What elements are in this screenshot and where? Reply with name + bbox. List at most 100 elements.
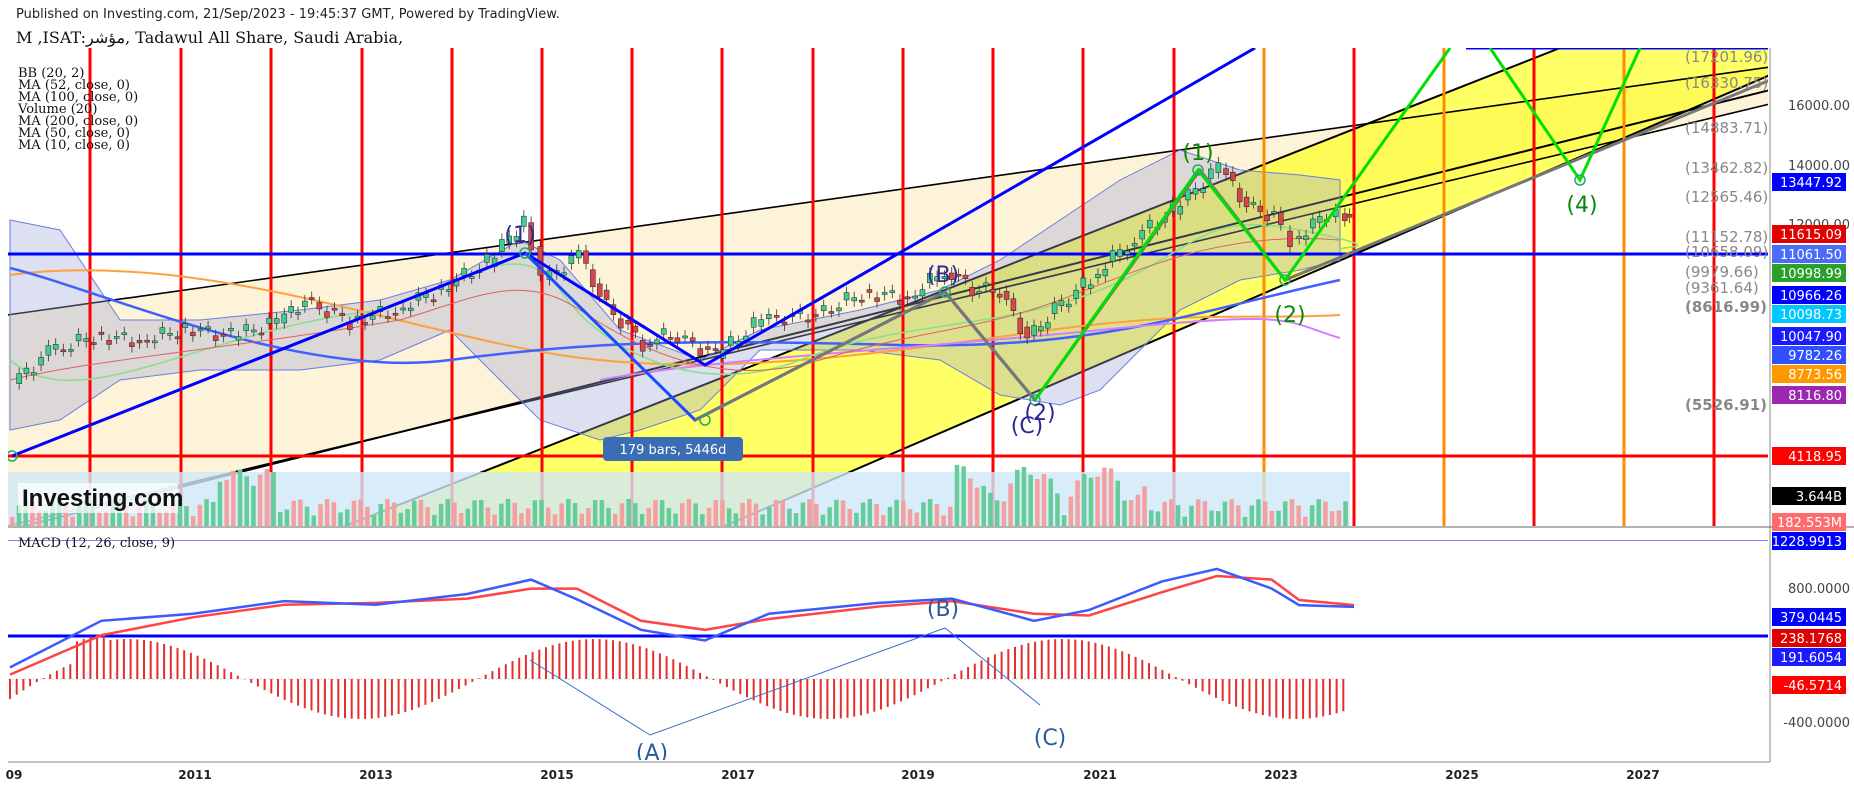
volume-bar bbox=[1195, 499, 1201, 526]
volume-bar bbox=[646, 507, 651, 526]
volume-bar bbox=[70, 516, 75, 526]
price-tag: 8773.56 bbox=[1772, 365, 1846, 383]
volume-bar bbox=[1309, 505, 1315, 526]
fib-level-label: (16330.75) bbox=[1685, 74, 1768, 92]
candle-body bbox=[1017, 317, 1024, 334]
volume-bar bbox=[217, 481, 223, 526]
volume-bar bbox=[197, 504, 203, 526]
volume-bar bbox=[304, 506, 310, 526]
price-tag-bg bbox=[1772, 305, 1846, 323]
price-tag: 8116.80 bbox=[1772, 386, 1846, 404]
macd-line bbox=[9, 567, 1355, 669]
blue-wave-line bbox=[11, 48, 1256, 458]
candle-body bbox=[674, 337, 681, 343]
candle-body bbox=[1024, 326, 1030, 339]
candle-body bbox=[302, 300, 308, 308]
wave-label-4: (4) bbox=[1566, 193, 1597, 218]
volume-bar bbox=[432, 514, 437, 526]
candle-body bbox=[962, 274, 969, 279]
candle-body bbox=[45, 345, 52, 356]
volume-bar bbox=[103, 510, 109, 526]
candle-body bbox=[996, 293, 1003, 298]
volume-bar bbox=[1229, 499, 1234, 526]
volume-bar bbox=[626, 499, 631, 526]
candle-body bbox=[1080, 277, 1087, 288]
price-tag: 10966.26 bbox=[1772, 286, 1846, 304]
volume-bar bbox=[358, 499, 363, 526]
volume-bar bbox=[633, 503, 638, 526]
volume-bar bbox=[519, 513, 524, 526]
price-tag-bg bbox=[1772, 225, 1846, 243]
volume-bar bbox=[894, 499, 899, 526]
candle-body bbox=[632, 325, 639, 333]
candle-body bbox=[625, 320, 631, 325]
volume-bar bbox=[1343, 501, 1348, 526]
volume-bar bbox=[1316, 499, 1321, 526]
wave-label-C: (C) bbox=[1011, 414, 1044, 439]
candle-body bbox=[506, 235, 512, 244]
volume-bar bbox=[418, 499, 424, 526]
indicator-label: MA (50, close, 0) bbox=[18, 126, 130, 141]
volume-bar bbox=[130, 516, 136, 526]
volume-bar bbox=[981, 485, 986, 526]
candle-body bbox=[52, 344, 59, 350]
candle-body bbox=[38, 357, 44, 366]
candle-body bbox=[1342, 213, 1348, 222]
volume-bar bbox=[345, 509, 350, 526]
candle-body bbox=[813, 314, 819, 317]
x-axis-label: 2023 bbox=[1264, 768, 1297, 782]
wave-point-marker bbox=[8, 450, 18, 462]
candle-body bbox=[828, 311, 835, 314]
price-tag: 10998.99 bbox=[1772, 264, 1846, 282]
volume-bar bbox=[452, 502, 457, 526]
candle-body bbox=[1139, 230, 1145, 240]
volume-bar bbox=[16, 505, 22, 526]
candle-body bbox=[881, 292, 888, 295]
volume-bar bbox=[1303, 516, 1308, 526]
candle-body bbox=[976, 291, 982, 294]
volume-bar bbox=[619, 503, 625, 526]
candle-body bbox=[1223, 168, 1229, 175]
volume-bar bbox=[1008, 483, 1013, 526]
volume-bar bbox=[1075, 480, 1080, 526]
volume-bar bbox=[351, 500, 357, 526]
macd-abc-line bbox=[529, 627, 1041, 736]
price-tag-bg bbox=[1772, 286, 1846, 304]
volume-bar bbox=[1249, 505, 1254, 526]
macd-tag-label: 1228.9913 bbox=[1772, 535, 1842, 550]
volume-bar bbox=[680, 503, 685, 526]
candle-body bbox=[461, 268, 467, 276]
volume-bar bbox=[164, 510, 169, 526]
candle-body bbox=[1208, 168, 1214, 179]
volume-bar bbox=[1115, 480, 1120, 526]
volume-bar bbox=[445, 499, 450, 526]
candle-body bbox=[1058, 300, 1065, 306]
candle-body bbox=[60, 349, 67, 353]
candle-body bbox=[1316, 216, 1323, 223]
volume-bar bbox=[834, 499, 839, 526]
candle-body bbox=[1010, 298, 1017, 311]
candle-body bbox=[836, 307, 842, 312]
macd-axis-tick: -400.0000 bbox=[1783, 716, 1850, 731]
volume-bar bbox=[224, 479, 229, 526]
candle-body bbox=[983, 282, 989, 286]
volume-bar bbox=[566, 499, 571, 526]
volume-bar bbox=[974, 487, 980, 526]
logo-bg bbox=[18, 483, 178, 513]
macd-tag-bg bbox=[1772, 676, 1846, 694]
wave-point-marker bbox=[519, 247, 531, 259]
candle-body bbox=[91, 342, 97, 345]
candle-body bbox=[1147, 219, 1153, 229]
volume-bar bbox=[1068, 496, 1074, 526]
x-axis-label: 2021 bbox=[1083, 768, 1116, 782]
volume-bar bbox=[318, 504, 323, 526]
price-tag-label: 10047.90 bbox=[1780, 330, 1842, 345]
ma-50-line bbox=[9, 237, 1341, 381]
candle-body bbox=[1346, 214, 1353, 218]
macd-tag: 379.0445 bbox=[1772, 608, 1846, 626]
price-tag: 182.553M bbox=[1772, 513, 1846, 531]
volume-bar bbox=[1169, 499, 1174, 526]
price-tag-bg bbox=[1772, 487, 1846, 505]
candle-body bbox=[235, 336, 242, 341]
